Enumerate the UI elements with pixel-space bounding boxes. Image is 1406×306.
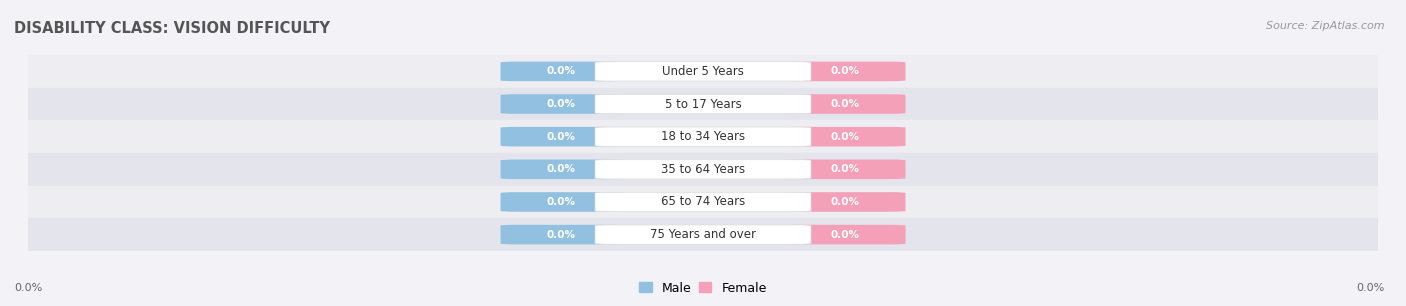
Text: 0.0%: 0.0% [547,132,576,142]
Text: Source: ZipAtlas.com: Source: ZipAtlas.com [1267,21,1385,32]
FancyBboxPatch shape [785,62,905,81]
Bar [28,88,1378,120]
FancyBboxPatch shape [501,94,621,114]
Text: 0.0%: 0.0% [830,230,859,240]
Bar [28,120,1378,153]
FancyBboxPatch shape [785,159,905,179]
Text: 0.0%: 0.0% [547,230,576,240]
FancyBboxPatch shape [501,225,621,244]
FancyBboxPatch shape [595,127,811,146]
FancyBboxPatch shape [785,192,905,212]
Text: 0.0%: 0.0% [830,99,859,109]
FancyBboxPatch shape [785,94,905,114]
Text: 5 to 17 Years: 5 to 17 Years [665,98,741,110]
FancyBboxPatch shape [785,127,905,147]
Text: 0.0%: 0.0% [14,283,42,293]
FancyBboxPatch shape [595,62,811,81]
Text: 75 Years and over: 75 Years and over [650,228,756,241]
Text: 35 to 64 Years: 35 to 64 Years [661,163,745,176]
Bar [28,55,1378,88]
FancyBboxPatch shape [501,159,621,179]
Bar [28,218,1378,251]
Text: 65 to 74 Years: 65 to 74 Years [661,196,745,208]
FancyBboxPatch shape [595,225,811,244]
Text: 0.0%: 0.0% [547,66,576,76]
FancyBboxPatch shape [501,127,621,147]
FancyBboxPatch shape [501,192,621,212]
Text: 0.0%: 0.0% [547,164,576,174]
Legend: Male, Female: Male, Female [634,277,772,300]
Text: 0.0%: 0.0% [830,197,859,207]
FancyBboxPatch shape [501,62,621,81]
Text: 0.0%: 0.0% [830,132,859,142]
Text: 0.0%: 0.0% [547,197,576,207]
Bar [28,153,1378,186]
FancyBboxPatch shape [595,160,811,179]
FancyBboxPatch shape [595,95,811,114]
Text: 0.0%: 0.0% [830,66,859,76]
FancyBboxPatch shape [595,192,811,211]
Text: 0.0%: 0.0% [830,164,859,174]
Text: DISABILITY CLASS: VISION DIFFICULTY: DISABILITY CLASS: VISION DIFFICULTY [14,21,330,36]
Text: 0.0%: 0.0% [547,99,576,109]
Text: 18 to 34 Years: 18 to 34 Years [661,130,745,143]
Bar [28,186,1378,218]
Text: Under 5 Years: Under 5 Years [662,65,744,78]
FancyBboxPatch shape [785,225,905,244]
Text: 0.0%: 0.0% [1357,283,1385,293]
